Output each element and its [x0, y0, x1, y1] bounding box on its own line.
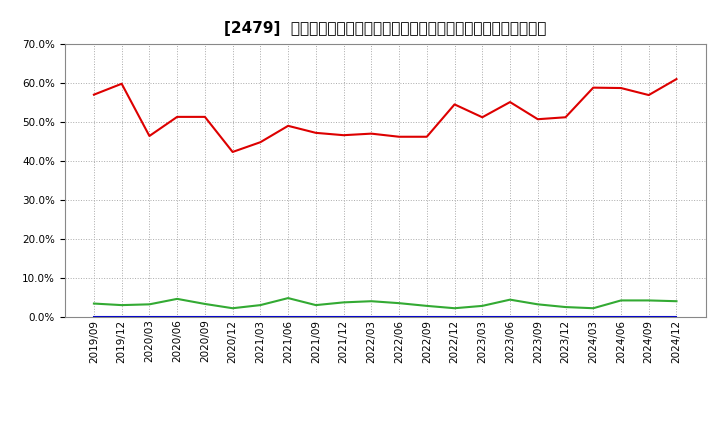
繰延税金資産 [589, 306, 598, 311]
自己資本 [644, 92, 653, 98]
自己資本 [201, 114, 210, 120]
自己資本 [228, 149, 237, 154]
自己資本 [284, 123, 292, 128]
のれん [644, 314, 653, 319]
自己資本 [450, 102, 459, 107]
のれん [256, 314, 265, 319]
自己資本 [589, 85, 598, 90]
自己資本 [312, 130, 320, 136]
繰延税金資産 [450, 306, 459, 311]
自己資本 [117, 81, 126, 86]
繰延税金資産 [201, 301, 210, 307]
のれん [672, 314, 681, 319]
自己資本 [367, 131, 376, 136]
繰延税金資産 [395, 301, 403, 306]
のれん [395, 314, 403, 319]
のれん [339, 314, 348, 319]
Line: 繰延税金資産: 繰延税金資産 [94, 298, 677, 308]
のれん [561, 314, 570, 319]
のれん [312, 314, 320, 319]
繰延税金資産 [561, 304, 570, 310]
自己資本 [616, 85, 625, 91]
繰延税金資産 [312, 302, 320, 308]
繰延税金資産 [284, 295, 292, 301]
繰延税金資産 [117, 302, 126, 308]
繰延税金資産 [644, 298, 653, 303]
繰延税金資産 [672, 299, 681, 304]
自己資本 [478, 115, 487, 120]
自己資本 [672, 77, 681, 82]
のれん [173, 314, 181, 319]
のれん [478, 314, 487, 319]
のれん [89, 314, 98, 319]
のれん [534, 314, 542, 319]
のれん [117, 314, 126, 319]
繰延税金資産 [89, 301, 98, 306]
のれん [145, 314, 154, 319]
自己資本 [339, 132, 348, 138]
繰延税金資産 [256, 302, 265, 308]
繰延税金資産 [339, 300, 348, 305]
繰延税金資産 [228, 306, 237, 311]
繰延税金資産 [616, 298, 625, 303]
繰延税金資産 [534, 302, 542, 307]
自己資本 [173, 114, 181, 120]
のれん [505, 314, 514, 319]
自己資本 [561, 115, 570, 120]
自己資本 [256, 139, 265, 145]
のれん [616, 314, 625, 319]
自己資本 [534, 117, 542, 122]
のれん [450, 314, 459, 319]
のれん [423, 314, 431, 319]
繰延税金資産 [145, 302, 154, 307]
繰延税金資産 [367, 299, 376, 304]
自己資本 [395, 134, 403, 139]
Line: 自己資本: 自己資本 [94, 79, 677, 152]
自己資本 [423, 134, 431, 139]
自己資本 [505, 99, 514, 105]
のれん [284, 314, 292, 319]
Title: [2479]  自己資本、のれん、繰延税金資産の総資産に対する比率の推移: [2479] 自己資本、のれん、繰延税金資産の総資産に対する比率の推移 [224, 21, 546, 36]
のれん [228, 314, 237, 319]
繰延税金資産 [478, 303, 487, 308]
繰延税金資産 [173, 296, 181, 301]
自己資本 [89, 92, 98, 97]
のれん [201, 314, 210, 319]
のれん [367, 314, 376, 319]
繰延税金資産 [505, 297, 514, 302]
繰延税金資産 [423, 303, 431, 308]
自己資本 [145, 133, 154, 139]
のれん [589, 314, 598, 319]
